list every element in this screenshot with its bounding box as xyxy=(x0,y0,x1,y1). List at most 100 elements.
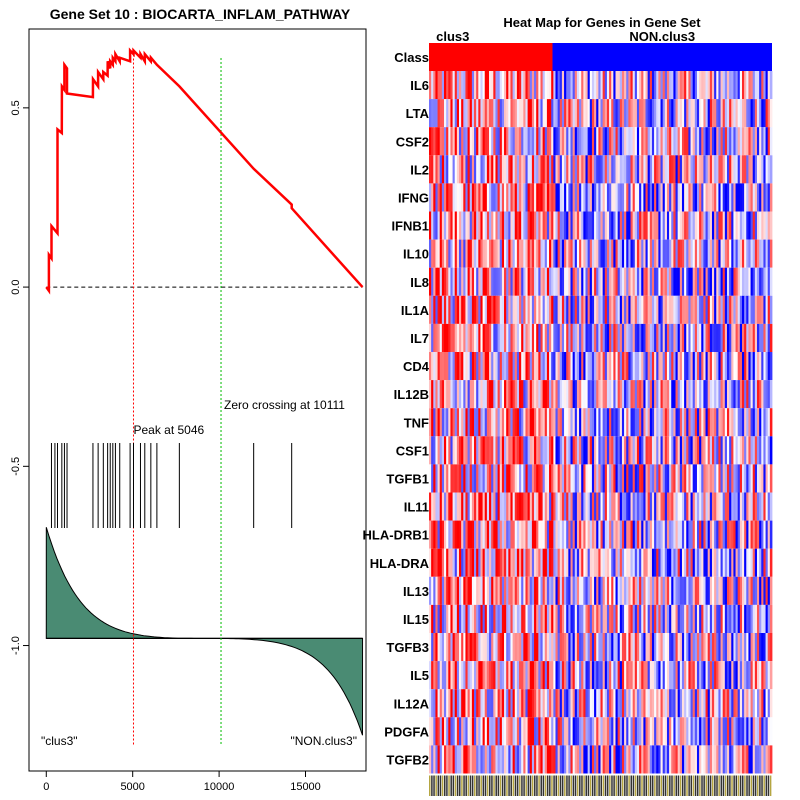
heatmap-cell xyxy=(493,745,496,774)
heatmap-cell xyxy=(596,436,599,465)
heatmap-cell xyxy=(534,633,537,662)
heatmap-cell xyxy=(521,323,524,352)
heatmap-cell xyxy=(744,689,747,718)
heatmap-cell xyxy=(714,745,717,774)
heatmap-cell xyxy=(733,520,736,549)
heatmap-cell xyxy=(433,576,436,605)
heatmap-cell xyxy=(756,323,760,352)
heatmap-cell xyxy=(448,745,451,774)
heatmap-cell xyxy=(589,323,593,352)
heatmap-cell xyxy=(705,323,709,352)
heatmap-cell xyxy=(465,548,468,577)
heatmap-cell xyxy=(739,689,743,718)
heatmap-cell xyxy=(744,492,747,521)
heatmap-cell xyxy=(576,323,580,352)
heatmap-cell xyxy=(645,661,649,690)
heatmap-cell xyxy=(643,604,646,633)
heatmap-cell xyxy=(641,183,644,212)
heatmap-cell xyxy=(681,99,685,128)
heatmap-cell xyxy=(632,380,636,409)
heatmap-cell xyxy=(491,71,494,100)
heatmap-cell xyxy=(568,436,571,465)
heatmap-cell xyxy=(741,380,745,409)
heatmap-cell xyxy=(651,71,655,100)
heatmap-cell xyxy=(478,745,481,774)
heatmap-cell xyxy=(536,576,539,605)
heatmap-cell xyxy=(690,127,694,156)
heatmap-cell xyxy=(647,436,651,465)
heatmap-cell xyxy=(568,548,571,577)
heatmap-cell xyxy=(739,99,743,128)
heatmap-cell xyxy=(572,633,576,662)
heatmap-cell xyxy=(549,548,552,577)
heatmap-cell xyxy=(677,745,681,774)
sample-label xyxy=(690,775,693,796)
heatmap-cell xyxy=(519,520,522,549)
heatmap-cell xyxy=(491,492,494,521)
heatmap-cell xyxy=(596,745,599,774)
gene-label: IL11 xyxy=(404,500,429,515)
heatmap-cell xyxy=(439,689,443,718)
heatmap-cell xyxy=(716,155,719,184)
heatmap-cell xyxy=(476,576,479,605)
heatmap-cell xyxy=(621,661,625,690)
heatmap-cell xyxy=(711,408,715,437)
heatmap-cell xyxy=(729,239,732,268)
heatmap-cell xyxy=(444,633,447,662)
heatmap-cell xyxy=(514,576,518,605)
heatmap-cell xyxy=(656,239,659,268)
heatmap-cell xyxy=(722,267,726,296)
heatmap-cell xyxy=(714,295,717,324)
heatmap-cell xyxy=(626,633,629,662)
heatmap-cell xyxy=(628,604,631,633)
heatmap-cell xyxy=(572,689,576,718)
heatmap-cell xyxy=(525,492,529,521)
heatmap-cell xyxy=(450,267,453,296)
heatmap-cell xyxy=(583,548,586,577)
heatmap-cell xyxy=(604,492,608,521)
heatmap-cell xyxy=(756,464,760,493)
heatmap-cell xyxy=(538,323,541,352)
heatmap-cell xyxy=(735,633,739,662)
heatmap-cell xyxy=(570,239,574,268)
heatmap-cell xyxy=(626,661,629,690)
heatmap-cell xyxy=(626,548,629,577)
heatmap-cell xyxy=(521,492,524,521)
heatmap-cell xyxy=(656,352,659,381)
heatmap-cell xyxy=(761,576,764,605)
heatmap-cell xyxy=(589,492,593,521)
heatmap-cell xyxy=(553,408,556,437)
heatmap-cell xyxy=(546,548,550,577)
heatmap-cell xyxy=(669,408,672,437)
sample-label xyxy=(525,775,527,796)
heatmap-cell xyxy=(564,604,567,633)
heatmap-cell xyxy=(531,127,535,156)
heatmap-cell xyxy=(681,464,685,493)
heatmap-cell xyxy=(769,323,773,352)
heatmap-cell xyxy=(716,267,719,296)
heatmap-cell xyxy=(519,633,522,662)
heatmap-cell xyxy=(566,436,569,465)
heatmap-cell xyxy=(752,436,756,465)
heatmap-cell xyxy=(733,99,736,128)
heatmap-cell xyxy=(521,464,524,493)
heatmap-cell xyxy=(658,548,661,577)
heatmap-cell xyxy=(759,183,762,212)
heatmap-cell xyxy=(591,323,595,352)
heatmap-cell xyxy=(574,576,578,605)
heatmap-cell xyxy=(459,661,462,690)
heatmap-cell xyxy=(519,239,522,268)
heatmap-cell xyxy=(540,127,544,156)
heatmap-cell xyxy=(718,380,721,409)
heatmap-cell xyxy=(493,239,496,268)
heatmap-cell xyxy=(746,211,749,240)
heatmap-cell xyxy=(559,295,563,324)
gene-label: IL1A xyxy=(401,303,430,318)
heatmap-cell xyxy=(444,71,447,100)
heatmap-cell xyxy=(744,239,747,268)
heatmap-cell xyxy=(450,323,453,352)
heatmap-cell xyxy=(516,408,520,437)
heatmap-cell xyxy=(553,295,556,324)
heatmap-cell xyxy=(444,239,447,268)
heatmap-cell xyxy=(613,717,616,746)
